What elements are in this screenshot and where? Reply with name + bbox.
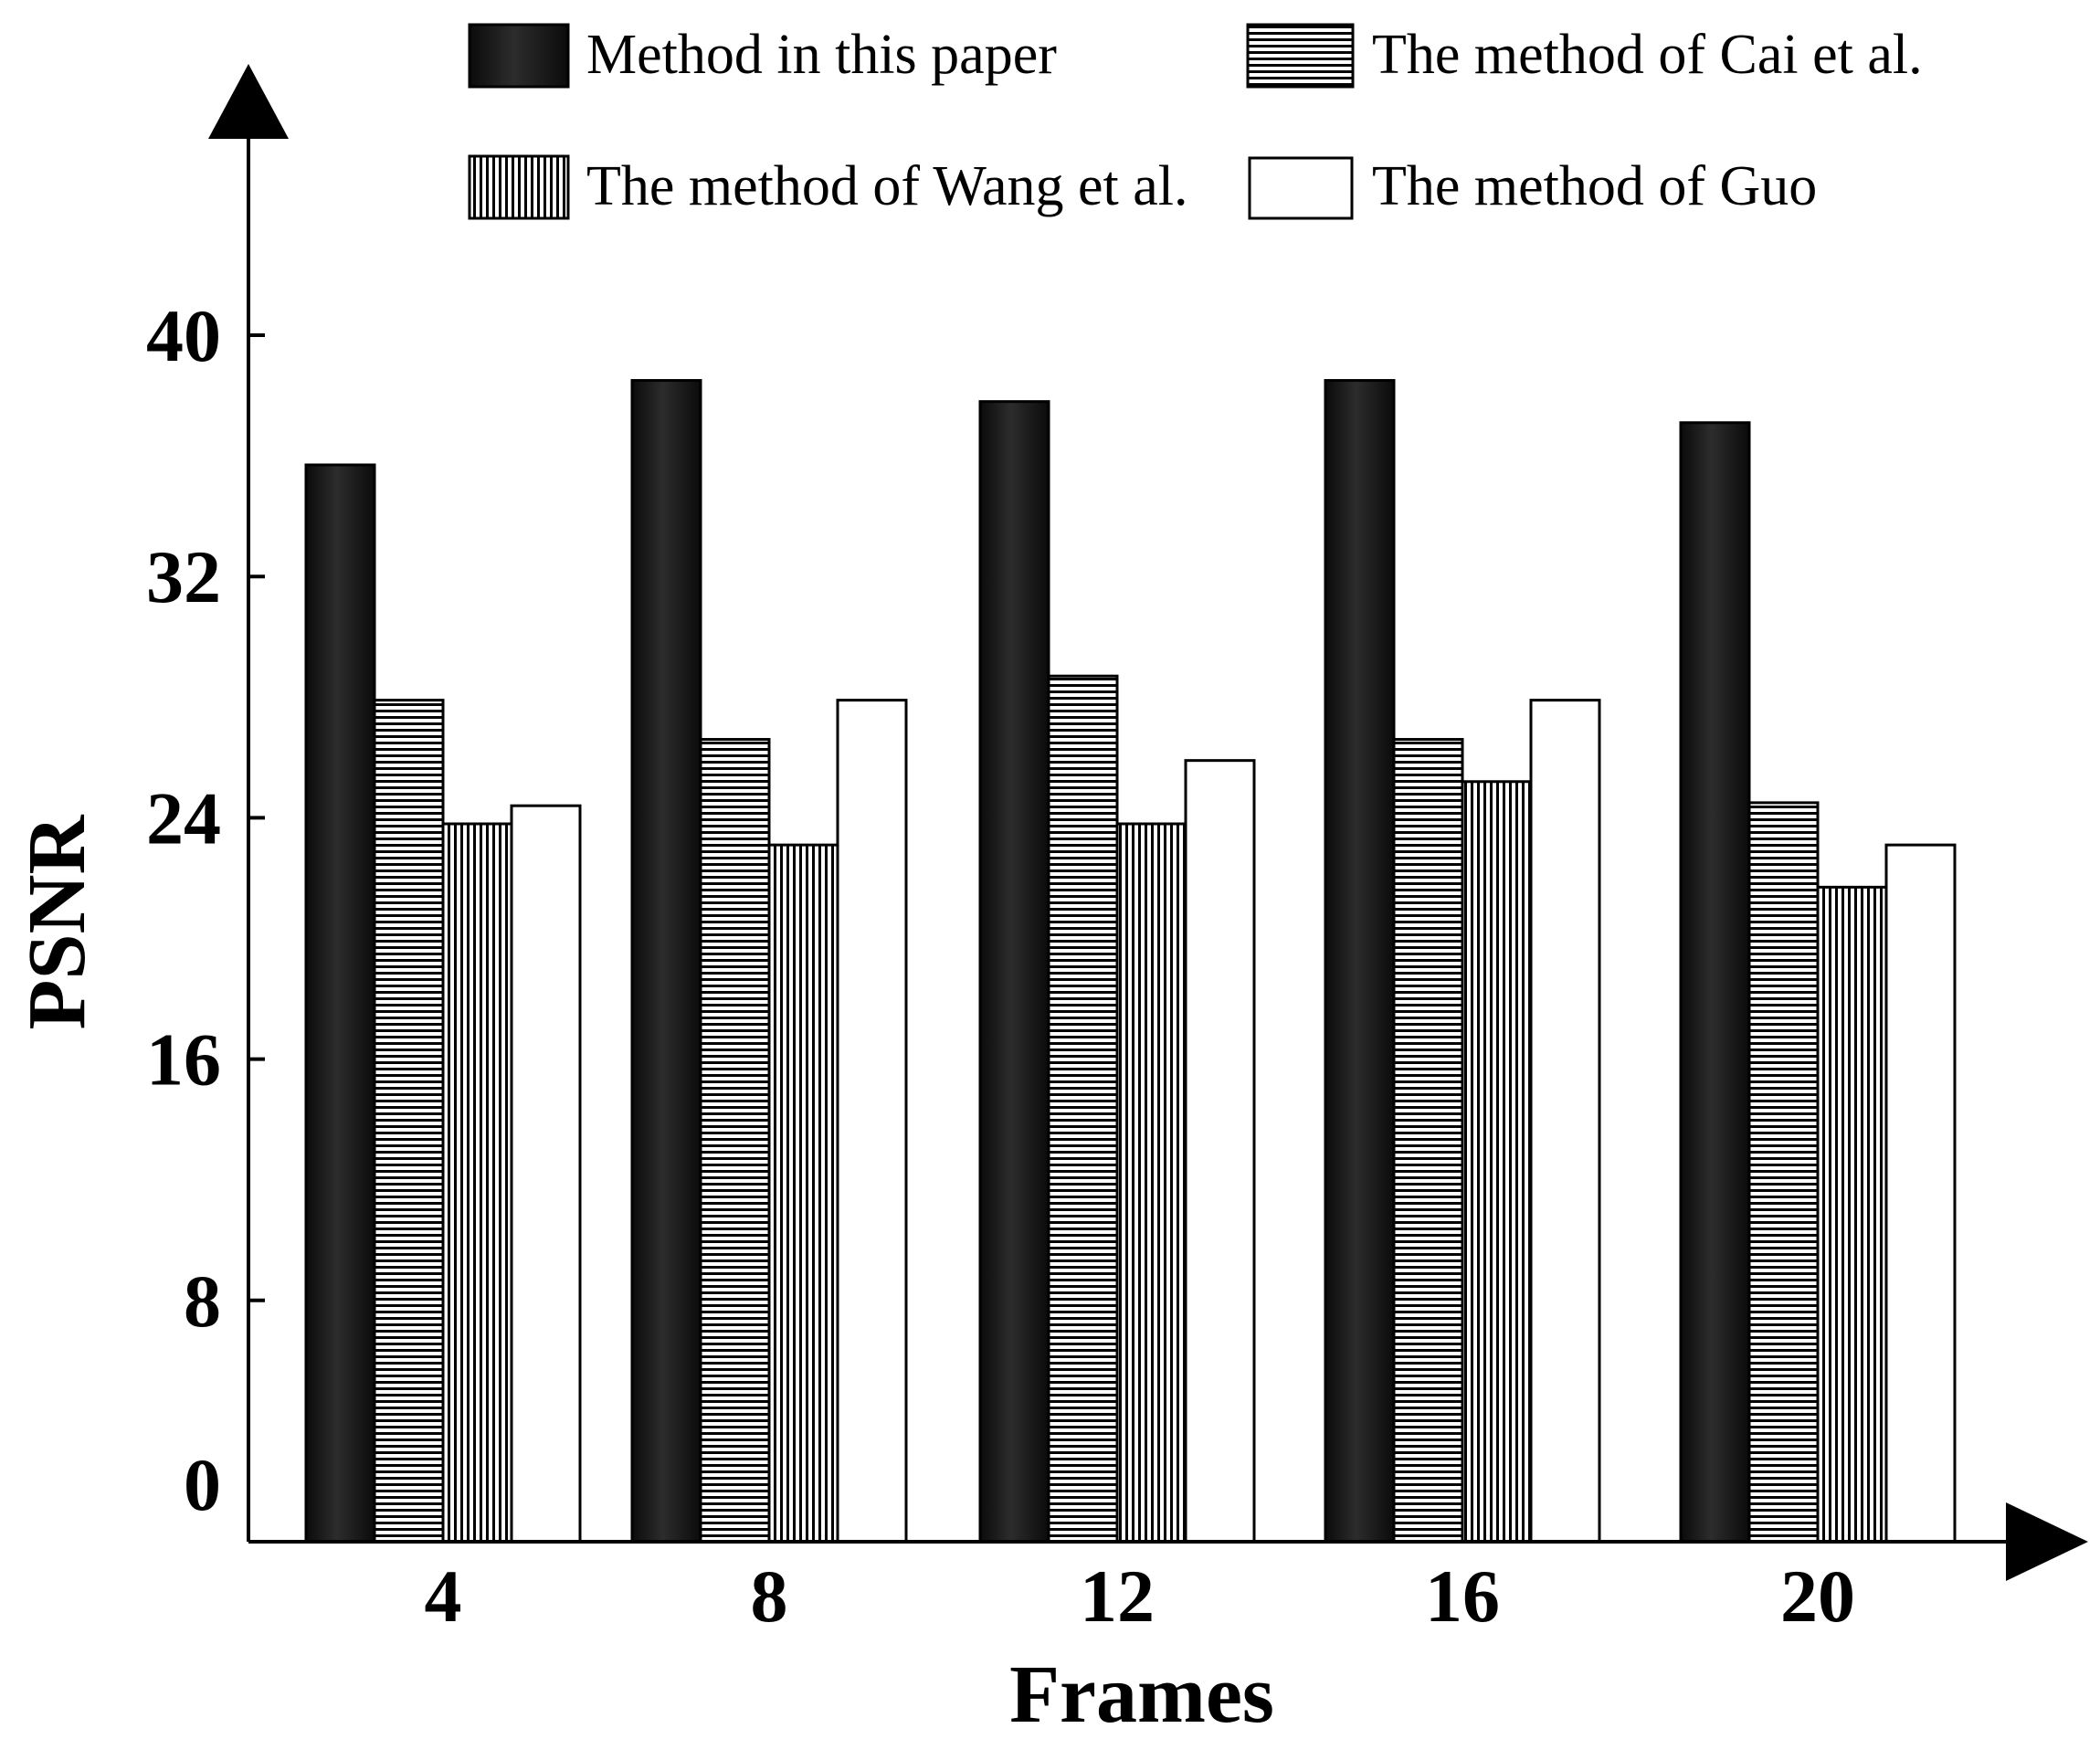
bar-the-method-of-guo-frames-20 [1884, 843, 1957, 1544]
legend-label-guo: The method of Guo [1372, 155, 1817, 217]
bar-method-in-this-paper-frames-20 [1679, 421, 1751, 1544]
legend-swatch-wang [468, 154, 570, 220]
bars [304, 379, 1957, 1544]
y-axis-arrow [208, 64, 289, 139]
x-ticks: 4 8 12 16 20 [425, 1554, 1856, 1638]
y-tick-label: 16 [146, 1018, 221, 1101]
legend-label-wang: The method of Wang et al. [586, 155, 1187, 217]
legend-item-wang: The method of Wang et al. [468, 154, 1187, 220]
legend-label-method-in-this-paper: Method in this paper [586, 24, 1057, 86]
y-tick-label: 24 [146, 776, 221, 859]
legend-swatch-method-in-this-paper [468, 23, 570, 89]
x-tick-label: 16 [1425, 1554, 1500, 1638]
bar-the-method-of-cai-et-al-frames-8 [699, 738, 771, 1544]
x-tick-label: 20 [1780, 1554, 1855, 1638]
bar-the-method-of-guo-frames-4 [510, 804, 582, 1544]
x-axis-arrow [2006, 1502, 2088, 1581]
x-tick-label: 8 [751, 1554, 788, 1638]
bar-the-method-of-cai-et-al-frames-12 [1047, 674, 1119, 1544]
x-tick-label: 12 [1080, 1554, 1155, 1638]
bar-the-method-of-wang-et-al-frames-16 [1461, 780, 1533, 1544]
bar-the-method-of-cai-et-al-frames-20 [1747, 801, 1820, 1544]
bar-the-method-of-wang-et-al-frames-8 [767, 843, 839, 1544]
legend: Method in this paper The method of Cai e… [468, 23, 1923, 220]
bar-method-in-this-paper-frames-8 [630, 379, 702, 1544]
y-axis-title: PSNR [12, 814, 102, 1029]
bar-method-in-this-paper-frames-12 [978, 400, 1050, 1544]
legend-swatch-guo [1248, 156, 1354, 220]
y-tick-label: 32 [146, 535, 221, 618]
bar-the-method-of-cai-et-al-frames-4 [373, 699, 445, 1544]
bar-the-method-of-guo-frames-16 [1529, 699, 1601, 1544]
bar-the-method-of-guo-frames-8 [836, 699, 908, 1544]
bar-the-method-of-wang-et-al-frames-12 [1115, 822, 1187, 1544]
legend-item-method-in-this-paper: Method in this paper [468, 23, 1057, 89]
bar-the-method-of-wang-et-al-frames-20 [1816, 885, 1888, 1544]
y-tick-label: 40 [146, 294, 221, 377]
x-tick-label: 4 [425, 1554, 462, 1638]
bar-the-method-of-cai-et-al-frames-16 [1392, 738, 1464, 1544]
y-tick-label: 0 [184, 1443, 221, 1526]
legend-item-guo: The method of Guo [1248, 155, 1817, 220]
bar-method-in-this-paper-frames-4 [304, 463, 376, 1544]
x-axis-title: Frames [1009, 1649, 1274, 1740]
y-ticks: 0 8 16 24 32 40 [146, 294, 265, 1526]
legend-swatch-cai [1246, 23, 1355, 89]
bar-method-in-this-paper-frames-16 [1324, 379, 1396, 1544]
legend-item-cai: The method of Cai et al. [1246, 23, 1923, 89]
y-tick-label: 8 [184, 1259, 221, 1343]
bar-the-method-of-wang-et-al-frames-4 [441, 822, 513, 1544]
bar-the-method-of-guo-frames-12 [1184, 759, 1256, 1544]
legend-label-cai: The method of Cai et al. [1372, 24, 1923, 86]
